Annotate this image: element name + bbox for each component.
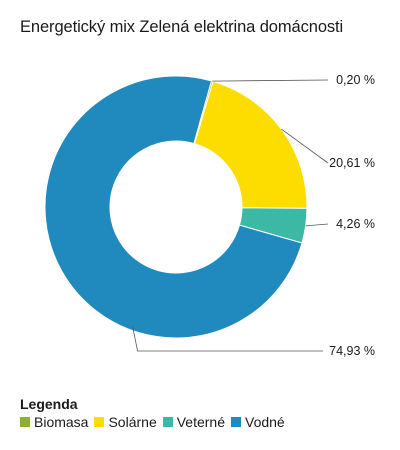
legend-item-vodne: Vodné — [231, 414, 285, 430]
leader-line-vodne — [132, 326, 323, 352]
slice-vodne — [44, 75, 303, 339]
legend-item-veterne: Veterné — [162, 414, 225, 430]
legend-label-veterne: Veterné — [176, 414, 225, 430]
donut-slices — [44, 75, 308, 339]
legend-swatch-veterne — [162, 417, 173, 427]
leader-line-veterne — [305, 223, 329, 227]
legend-label-solarne: Solárne — [108, 414, 157, 430]
legend-swatch-biomasa — [20, 417, 30, 427]
legend: Biomasa Solárne Veterné Vodné — [20, 414, 291, 430]
data-labels: 0,20 % 20,61 % 4,26 % 74,93 % — [329, 73, 375, 358]
data-label-veterne: 4,26 % — [336, 217, 375, 231]
data-label-solarne: 20,61 % — [329, 156, 375, 170]
leader-lines — [132, 79, 329, 352]
slice-solarne — [194, 80, 308, 209]
leader-line-biomasa — [212, 79, 329, 82]
legend-label-vodne: Vodné — [245, 414, 285, 430]
legend-item-solarne: Solárne — [94, 414, 157, 430]
legend-item-biomasa: Biomasa — [20, 414, 88, 430]
legend-swatch-vodne — [231, 417, 241, 427]
leader-line-solarne — [281, 128, 329, 164]
legend-swatch-solarne — [94, 417, 105, 427]
legend-title: Legenda — [20, 396, 78, 412]
data-label-vodne: 74,93 % — [329, 344, 375, 358]
data-label-biomasa: 0,20 % — [336, 73, 375, 87]
chart-title: Energetický mix Zelená elektrina domácno… — [20, 18, 344, 36]
legend-label-biomasa: Biomasa — [34, 414, 89, 430]
